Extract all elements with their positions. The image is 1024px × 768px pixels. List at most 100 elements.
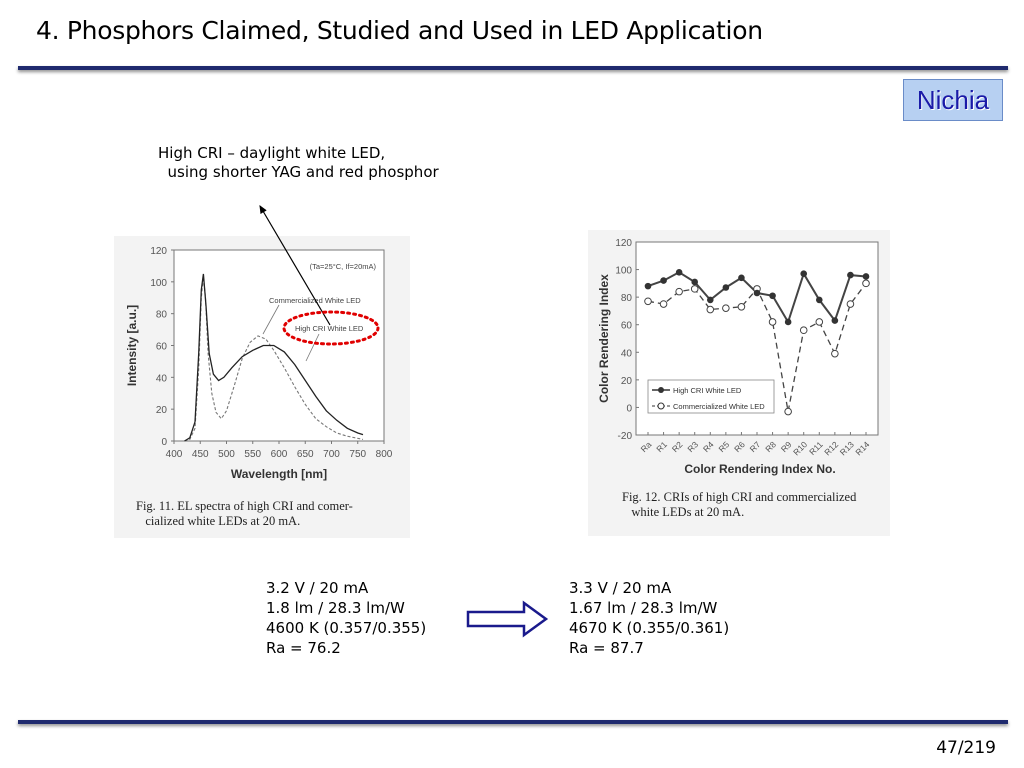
x-tick-label: R12 xyxy=(822,439,840,457)
x-tick-label: R8 xyxy=(763,439,778,454)
figure-spectra: 0 20 40 60 80 100 120 400 450 500 550 600 650 700 750 8… xyxy=(114,236,410,538)
data-point-high-cri xyxy=(675,269,683,276)
x-tick-label: R2 xyxy=(670,439,685,454)
x-tick-label: 600 xyxy=(271,449,288,460)
x-tick-label: R5 xyxy=(717,439,732,454)
data-point-high-cri xyxy=(660,277,667,284)
data-point-commercialized xyxy=(862,279,870,288)
x-tick-label: 400 xyxy=(166,449,183,460)
x-tick-label: 750 xyxy=(349,449,366,460)
y-tick-label: 0 xyxy=(626,403,632,414)
series-line-high-cri xyxy=(184,273,364,442)
data-point-commercialized xyxy=(737,302,746,311)
y-tick-label: 60 xyxy=(156,342,168,353)
top-divider xyxy=(18,66,1008,70)
spec-before-line: 4600 K (0.357/0.355) xyxy=(266,619,427,637)
x-tick-label: 650 xyxy=(297,449,314,460)
data-point-high-cri xyxy=(784,318,792,326)
x-tick-label: R1 xyxy=(654,439,669,454)
data-point-commercialized xyxy=(722,304,730,312)
data-point-high-cri xyxy=(862,273,870,280)
x-tick-label: R10 xyxy=(791,439,809,457)
data-point-commercialized xyxy=(706,305,715,314)
y-tick-label: 0 xyxy=(161,437,167,448)
plot-area xyxy=(173,249,385,442)
y-axis-label: Intensity [a.u.] xyxy=(125,305,139,386)
data-point-commercialized xyxy=(846,300,855,308)
x-tick-label: 450 xyxy=(192,449,209,460)
spec-after-line: 3.3 V / 20 mA xyxy=(569,579,672,597)
y-tick-label: -20 xyxy=(618,431,633,442)
spec-before-line: Ra = 76.2 xyxy=(266,639,341,657)
x-tick-label: 500 xyxy=(218,449,235,460)
x-tick-label: 800 xyxy=(376,449,393,460)
data-point-commercialized xyxy=(815,318,824,326)
x-tick-label: 550 xyxy=(244,449,261,460)
data-point-high-cri xyxy=(738,274,745,282)
data-point-high-cri xyxy=(800,270,808,278)
y-tick-label: 120 xyxy=(150,246,167,257)
spec-before-line: 3.2 V / 20 mA xyxy=(266,579,369,597)
spectra-caption: Fig. 11. EL spectra of high CRI and come… xyxy=(136,499,353,528)
spec-after: 3.3 V / 20 mA 1.67 lm / 28.3 lm/W 4670 K… xyxy=(569,578,729,658)
condition-label: (Ta=25°C, If=20mA) xyxy=(310,262,377,271)
x-tick-label: Ra xyxy=(639,439,654,454)
data-point-high-cri xyxy=(831,317,839,324)
series-label: Commercialized White LED xyxy=(269,296,361,305)
y-tick-label: 20 xyxy=(621,376,633,387)
x-axis-label: Wavelength [nm] xyxy=(231,467,327,481)
x-tick-label: R14 xyxy=(853,439,871,457)
company-badge: Nichia xyxy=(903,79,1003,121)
data-point-commercialized xyxy=(644,297,652,306)
data-point-commercialized xyxy=(799,326,808,335)
cri-caption: Fig. 12. CRIs of high CRI and commercial… xyxy=(622,490,857,519)
data-point-high-cri xyxy=(769,292,776,300)
x-tick-label: R13 xyxy=(838,439,856,457)
series-label: High CRI White LED xyxy=(295,324,364,333)
data-point-commercialized xyxy=(659,300,668,308)
y-tick-label: 100 xyxy=(150,278,167,289)
y-tick-label: 60 xyxy=(621,321,633,332)
bottom-divider xyxy=(18,720,1008,724)
x-tick-label: R7 xyxy=(748,439,763,454)
legend-marker xyxy=(657,402,665,410)
slide-title: 4. Phosphors Claimed, Studied and Used i… xyxy=(36,16,763,45)
data-point-high-cri xyxy=(847,271,854,279)
data-point-high-cri xyxy=(722,284,730,291)
data-point-high-cri xyxy=(815,296,823,304)
spec-after-line: 4670 K (0.355/0.361) xyxy=(569,619,730,637)
transition-arrow-icon xyxy=(466,600,549,638)
y-tick-label: 80 xyxy=(621,293,633,304)
spec-after-line: 1.67 lm / 28.3 lm/W xyxy=(569,599,718,617)
x-tick-label: R11 xyxy=(807,439,825,457)
spec-before: 3.2 V / 20 mA 1.8 lm / 28.3 lm/W 4600 K … xyxy=(266,578,426,658)
annotation-text: High CRI – daylight white LED, using sho… xyxy=(158,144,439,181)
x-axis-label: Color Rendering Index No. xyxy=(684,462,835,476)
data-point-commercialized xyxy=(784,407,792,416)
y-axis-label: Color Rendering Index xyxy=(597,274,611,403)
page-number: 47/219 xyxy=(936,738,996,758)
y-tick-label: 20 xyxy=(156,405,168,416)
data-point-commercialized xyxy=(675,287,683,296)
y-tick-label: 40 xyxy=(621,348,633,359)
x-tick-label: R3 xyxy=(685,439,700,454)
x-tick-label: R6 xyxy=(732,439,747,454)
data-point-commercialized xyxy=(831,349,839,358)
y-tick-label: 80 xyxy=(156,310,168,321)
legend-label: High CRI White LED xyxy=(673,386,742,395)
spec-after-line: Ra = 87.7 xyxy=(569,639,644,657)
legend-marker xyxy=(658,387,664,393)
figure-cri: -20 0 20 40 60 80 100 120 Ra R1 R2 R3 R4 R5 R6 R7 R8 R9 R1… xyxy=(588,230,890,536)
data-point-commercialized xyxy=(768,318,777,326)
y-tick-label: 40 xyxy=(156,373,168,384)
legend-box xyxy=(647,379,775,414)
x-tick-label: 700 xyxy=(323,449,340,460)
data-point-high-cri xyxy=(753,289,761,297)
x-tick-label: R4 xyxy=(701,439,716,454)
data-point-commercialized xyxy=(690,285,699,293)
data-point-high-cri xyxy=(706,296,714,304)
data-point-high-cri xyxy=(691,278,699,286)
y-tick-label: 120 xyxy=(615,238,632,249)
y-tick-label: 100 xyxy=(615,266,632,277)
